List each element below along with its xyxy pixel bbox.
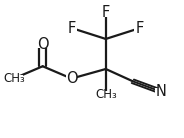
Text: O: O [66,71,77,86]
Text: CH₃: CH₃ [3,72,25,85]
Bar [66,24,77,32]
Bar [66,75,77,82]
Text: N: N [155,84,166,99]
Bar [5,75,23,82]
Bar [37,41,48,48]
Text: O: O [37,37,49,52]
Bar [100,9,111,17]
Text: F: F [136,21,144,35]
Text: CH₃: CH₃ [95,88,117,101]
Bar [97,91,115,99]
Bar [155,88,166,95]
Bar [135,24,146,32]
Text: F: F [67,21,76,35]
Text: F: F [102,6,110,20]
